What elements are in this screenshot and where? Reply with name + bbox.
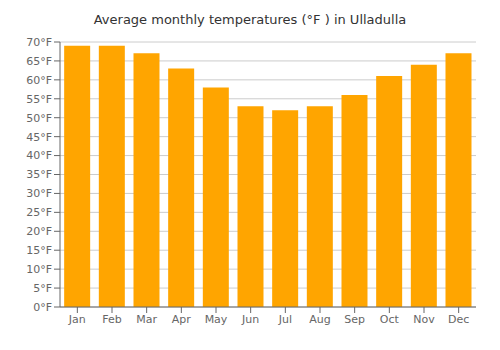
svg-text:Jun: Jun [241,313,259,326]
svg-text:0°F: 0°F [33,301,52,314]
svg-text:Feb: Feb [102,313,121,326]
svg-text:65°F: 65°F [26,55,52,68]
svg-text:20°F: 20°F [26,225,52,238]
svg-text:10°F: 10°F [26,263,52,276]
svg-text:55°F: 55°F [26,93,52,106]
svg-text:40°F: 40°F [26,149,52,162]
svg-text:25°F: 25°F [26,206,52,219]
svg-text:Mar: Mar [136,313,157,326]
svg-text:60°F: 60°F [26,74,52,87]
svg-text:45°F: 45°F [26,131,52,144]
svg-text:Nov: Nov [413,313,435,326]
svg-text:5°F: 5°F [33,282,52,295]
svg-text:Oct: Oct [380,313,400,326]
svg-text:50°F: 50°F [26,112,52,125]
html-text:Average monthly temperatures (: Average monthly temperatures (°F ) in Ul… [93,12,407,27]
svg-text:Jan: Jan [68,313,86,326]
svg-text:May: May [205,313,228,326]
svg-text:Apr: Apr [172,313,192,326]
svg-text:35°F: 35°F [26,168,52,181]
svg-text:Sep: Sep [344,313,365,326]
svg-text:Aug: Aug [309,313,330,326]
svg-text:30°F: 30°F [26,187,52,200]
svg-text:70°F: 70°F [26,36,52,49]
svg-text:15°F: 15°F [26,244,52,257]
svg-text:Dec: Dec [448,313,469,326]
svg-text:Jul: Jul [278,313,292,326]
